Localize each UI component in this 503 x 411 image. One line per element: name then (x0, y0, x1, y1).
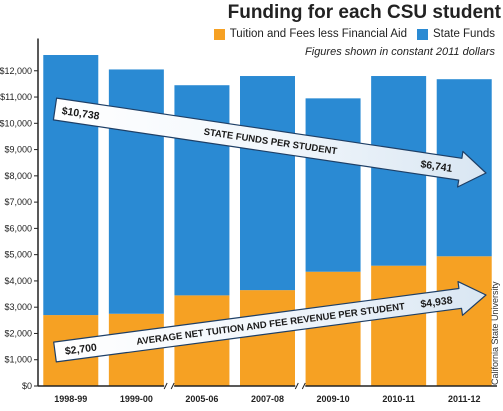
legend-swatch-state (416, 28, 428, 40)
axis-break-mark (163, 382, 175, 390)
source-credit: California State University (490, 281, 500, 385)
state-funds-trend-arrow (52, 97, 487, 188)
tuition-trend-arrow-start-label: $2,700 (64, 342, 98, 358)
x-tick-label: 1998-99 (54, 394, 87, 404)
y-tick-label: $10,000 (0, 118, 32, 128)
axis-break-gap (164, 383, 175, 389)
y-tick-label: $4,000 (4, 276, 32, 286)
state-funds-trend-arrow-start-label: $10,738 (61, 105, 100, 122)
legend-label-tuition: Tuition and Fees less Financial Aid (229, 28, 407, 40)
bar-state (43, 55, 99, 316)
x-tick-label: 2005-06 (185, 394, 218, 404)
bar-tuition (371, 265, 427, 386)
bar-state (240, 76, 295, 291)
y-tick-label: $2,000 (4, 328, 32, 338)
y-tick-label: $11,000 (0, 92, 32, 102)
axis-break-mark (294, 382, 306, 390)
legend-label-state: State Funds (432, 28, 495, 40)
legend-item-state: State Funds (416, 28, 495, 40)
x-tick-label: 2007-08 (251, 394, 284, 404)
legend: Tuition and Fees less Financial Aid Stat… (204, 28, 495, 40)
y-tick-label: $1,000 (4, 355, 32, 365)
x-tick-label: 2010-11 (382, 394, 415, 404)
x-tick-label: 2011-12 (448, 394, 481, 404)
x-tick-label: 2009-10 (317, 394, 350, 404)
tuition-trend-arrow (53, 281, 487, 363)
y-tick-label: $5,000 (4, 250, 32, 260)
y-tick-label: $6,000 (4, 223, 32, 233)
axis-break-gap (295, 383, 306, 389)
y-tick-label: $12,000 (0, 66, 32, 76)
legend-swatch-tuition (213, 28, 225, 40)
bar-tuition (305, 271, 361, 386)
chart-title: Funding for each CSU student (227, 2, 501, 23)
bar-tuition (436, 256, 492, 386)
y-tick-label: $0 (22, 381, 32, 391)
y-tick-label: $9,000 (4, 145, 32, 155)
bar-state (305, 98, 361, 272)
state-funds-trend-arrow-end-label: $6,741 (420, 158, 454, 175)
chart-note: Figures shown in constant 2011 dollars (305, 46, 495, 58)
y-tick-label: $3,000 (4, 302, 32, 312)
bar-tuition (240, 290, 295, 386)
y-tick-label: $7,000 (4, 197, 32, 207)
bar-state (108, 69, 164, 314)
x-tick-label: 1999-00 (120, 394, 153, 404)
y-tick-label: $8,000 (4, 171, 32, 181)
legend-item-tuition: Tuition and Fees less Financial Aid (213, 28, 407, 40)
tuition-trend-arrow-end-label: $4,938 (420, 294, 454, 310)
